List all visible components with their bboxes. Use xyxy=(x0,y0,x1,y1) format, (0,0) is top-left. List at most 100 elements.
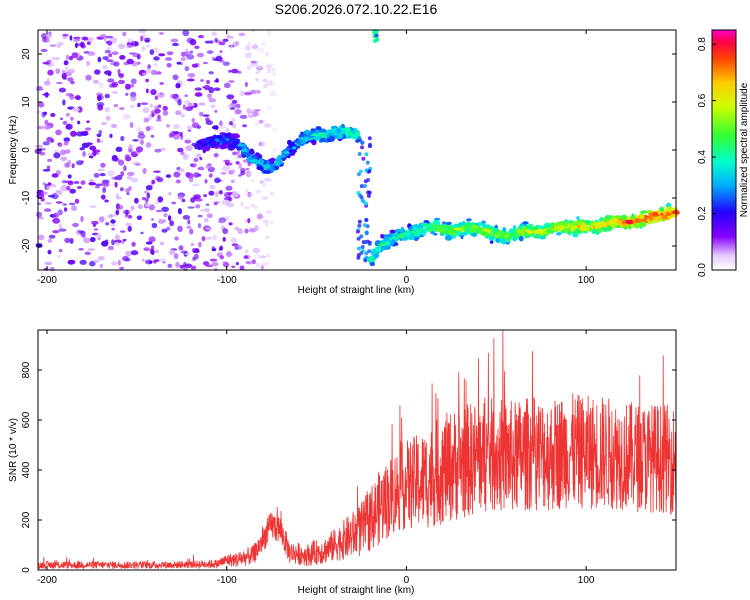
spectrogram-cell xyxy=(337,133,344,139)
noise-blob xyxy=(52,230,60,234)
noise-blob xyxy=(197,223,202,229)
noise-blob xyxy=(61,69,66,74)
noise-blob xyxy=(144,190,149,194)
noise-blob xyxy=(156,177,164,183)
spectrogram-cell xyxy=(362,223,367,228)
noise-blob xyxy=(37,216,44,220)
spectrogram-cell xyxy=(557,225,565,230)
snr-x-ticks: -200 -100 0 100 xyxy=(37,330,595,586)
noise-blob xyxy=(175,83,181,89)
noise-blob xyxy=(234,109,242,115)
noise-blob xyxy=(173,133,179,140)
noise-blob xyxy=(84,251,91,256)
noise-blob xyxy=(108,53,113,58)
spectrogram-cell xyxy=(383,236,390,243)
y-tick-label: 600 xyxy=(21,411,32,428)
spectrogram-cell xyxy=(651,216,655,220)
spectrogram-cell xyxy=(357,246,361,251)
noise-blob xyxy=(80,160,84,164)
noise-blob xyxy=(205,79,211,85)
spectrogram-cell xyxy=(304,129,310,135)
snr-y-label: SNR (10 * v/v) xyxy=(8,418,19,482)
noise-blob xyxy=(83,237,91,244)
spectrogram-cell xyxy=(357,223,362,228)
noise-blob xyxy=(157,114,161,120)
noise-blob xyxy=(172,74,179,81)
noise-blob xyxy=(140,231,144,235)
noise-blob xyxy=(145,185,153,191)
noise-blob xyxy=(172,131,180,135)
noise-blob xyxy=(203,217,209,223)
spectrogram-cell xyxy=(359,251,364,255)
noise-blob xyxy=(111,261,118,266)
spectrogram-cell xyxy=(260,160,265,163)
noise-blob xyxy=(230,44,234,49)
noise-blob xyxy=(114,176,118,181)
noise-blob xyxy=(40,197,45,202)
noise-blob xyxy=(73,180,80,185)
noise-blob xyxy=(94,69,101,75)
noise-blob xyxy=(245,44,251,51)
noise-blob xyxy=(82,151,86,157)
noise-blob xyxy=(168,133,174,138)
spectrogram-cell xyxy=(336,128,342,134)
noise-blob xyxy=(182,215,191,220)
noise-blob xyxy=(183,261,187,267)
noise-blob xyxy=(86,60,90,67)
noise-blob xyxy=(203,194,208,198)
spectrogram-cell xyxy=(364,255,369,260)
noise-blob xyxy=(190,197,196,203)
spectrogram-cell xyxy=(462,232,468,236)
snr-frame xyxy=(37,329,677,571)
spectrogram-cell xyxy=(288,149,297,154)
spectrogram-cell xyxy=(444,235,453,241)
noise-blob xyxy=(45,33,52,39)
noise-blob xyxy=(111,239,115,246)
noise-blob xyxy=(208,71,214,75)
noise-blob xyxy=(60,149,67,156)
noise-blob xyxy=(219,247,223,251)
noise-blob xyxy=(104,239,109,244)
noise-blob xyxy=(252,111,260,117)
noise-blob xyxy=(52,57,60,60)
noise-blob xyxy=(242,124,248,128)
noise-blob xyxy=(215,191,219,198)
noise-blob xyxy=(151,218,155,221)
noise-blob xyxy=(125,222,132,227)
noise-blob xyxy=(225,128,230,134)
noise-blob xyxy=(74,95,81,101)
spectrogram-cell xyxy=(628,224,632,230)
noise-blob xyxy=(234,245,243,250)
noise-blob xyxy=(146,192,151,199)
noise-blob xyxy=(265,178,272,182)
noise-blob xyxy=(44,119,49,126)
noise-blob xyxy=(149,103,154,109)
noise-blob xyxy=(159,241,164,246)
spectrogram-cell xyxy=(564,219,568,222)
spectrogram-cell xyxy=(522,221,529,225)
noise-blob xyxy=(99,173,106,177)
noise-blob xyxy=(186,225,192,229)
spectrogram-cell xyxy=(462,220,466,226)
noise-blob xyxy=(180,151,185,155)
noise-blob xyxy=(111,156,118,162)
noise-blob xyxy=(112,213,117,217)
noise-blob xyxy=(49,44,57,47)
spectrogram-cell xyxy=(500,233,505,239)
noise-blob xyxy=(272,126,278,133)
noise-blob xyxy=(222,237,226,242)
spectrogram-cell xyxy=(385,241,391,246)
chart-title: S206.2026.072.10.22.E16 xyxy=(275,1,438,17)
x-tick-label: 100 xyxy=(578,275,595,286)
noise-blob xyxy=(129,95,137,102)
noise-blob xyxy=(182,153,190,160)
noise-blob xyxy=(255,189,261,194)
noise-blob xyxy=(42,169,51,172)
noise-blob xyxy=(43,208,52,213)
spectrogram-cell xyxy=(488,232,493,235)
noise-blob xyxy=(125,92,129,97)
noise-blob xyxy=(132,52,138,58)
spectrogram-cell xyxy=(433,233,438,236)
noise-blob xyxy=(214,129,222,133)
noise-blob xyxy=(194,92,203,97)
